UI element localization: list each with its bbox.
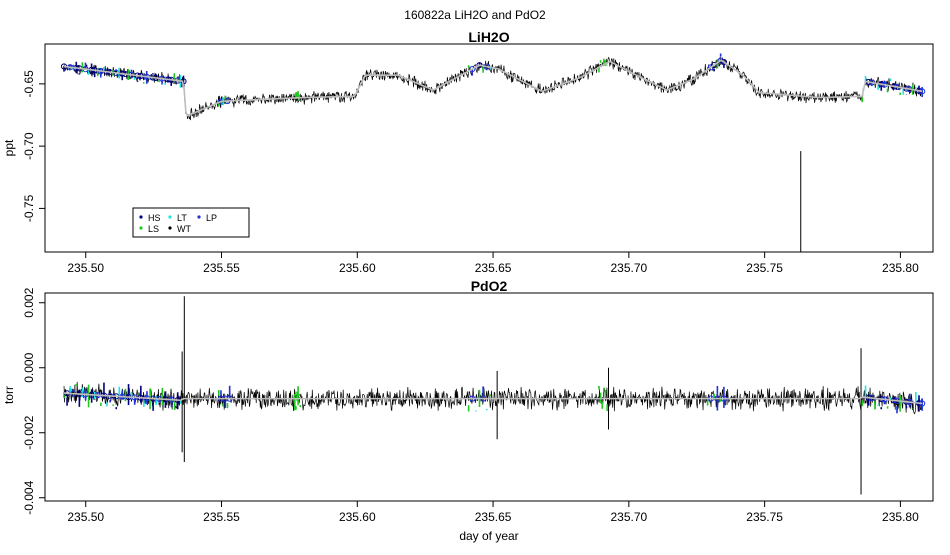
y-axis-pdo2: 0.002 0.000 -0.002 -0.004 <box>22 287 45 515</box>
x-tick-label: 235.55 <box>203 261 240 275</box>
x-tick-label: 235.50 <box>67 510 104 524</box>
smoothed-trace <box>63 59 923 117</box>
legend-label-hs: HS <box>148 213 161 223</box>
x-tick-label: 235.70 <box>611 261 648 275</box>
legend-swatch-hs <box>139 215 143 219</box>
raw-trace <box>63 56 923 121</box>
plot-frame-lih2o <box>44 43 934 253</box>
x-axis-pdo2: 235.50 235.55 235.60 235.65 235.70 235.75 235.… <box>67 501 919 524</box>
mode-marker-group <box>598 385 608 412</box>
panel-title-lih2o: LiH2O <box>468 29 509 45</box>
figure-title: 160822a LiH2O and PdO2 <box>404 8 546 22</box>
x-axis-label: day of year <box>459 529 518 543</box>
mode-point-lp <box>717 57 724 64</box>
y-tick-label: -0.70 <box>22 132 36 160</box>
x-tick-label: 235.60 <box>339 261 376 275</box>
x-tick-label: 235.55 <box>203 510 240 524</box>
x-tick-label: 235.80 <box>882 510 919 524</box>
x-tick-label: 235.75 <box>746 261 783 275</box>
legend-swatch-wt <box>168 226 172 230</box>
y-tick-label: 0.002 <box>22 287 36 317</box>
mode-point-hs <box>720 58 727 66</box>
x-tick-label: 235.70 <box>611 510 648 524</box>
mode-marker-group <box>861 75 926 102</box>
x-tick-label: 235.75 <box>746 510 783 524</box>
x-tick-label: 235.60 <box>339 510 376 524</box>
plot-area-pdo2 <box>63 296 926 495</box>
legend-swatch-lt <box>168 215 172 219</box>
y-axis-label-pdo2: torr <box>2 386 16 404</box>
panel-lih2o: LiH2O ppt -0.65-0.70-0.75 235.50 235.55 23… <box>2 29 934 275</box>
legend-label-lp: LP <box>206 213 217 223</box>
legend-label-wt: WT <box>177 224 191 234</box>
raw-trace <box>63 381 923 415</box>
mode-point-lp <box>469 65 476 73</box>
x-tick-label: 235.80 <box>882 261 919 275</box>
x-axis-lih2o: 235.50 235.55 235.60 235.65 235.70 235.75 235.… <box>67 252 919 275</box>
y-tick-label: -0.004 <box>22 480 36 514</box>
legend-label-lt: LT <box>177 213 187 223</box>
mode-marker-group <box>294 386 302 411</box>
panel-title-pdo2: PdO2 <box>471 278 508 294</box>
legend-swatch-lp <box>197 215 201 219</box>
legend-swatch-ls <box>139 226 143 230</box>
x-tick-label: 235.50 <box>67 261 104 275</box>
plot-frame-pdo2 <box>44 292 934 502</box>
x-tick-label: 235.65 <box>475 261 512 275</box>
y-tick-label: -0.65 <box>22 70 36 98</box>
y-axis-lih2o: -0.65 -0.70 -0.75 <box>22 70 45 222</box>
x-tick-label: 235.65 <box>475 510 512 524</box>
legend-box <box>132 207 250 238</box>
y-axis-label-lih2o: ppt <box>2 139 16 156</box>
plot-area-lih2o <box>60 53 926 252</box>
y-tick-label: -0.75 <box>22 194 36 222</box>
smoothed-trace <box>63 392 923 405</box>
y-tick-label: 0.000 <box>22 352 36 382</box>
legend-label-ls: LS <box>148 224 159 234</box>
y-tick-label: -0.002 <box>22 415 36 449</box>
